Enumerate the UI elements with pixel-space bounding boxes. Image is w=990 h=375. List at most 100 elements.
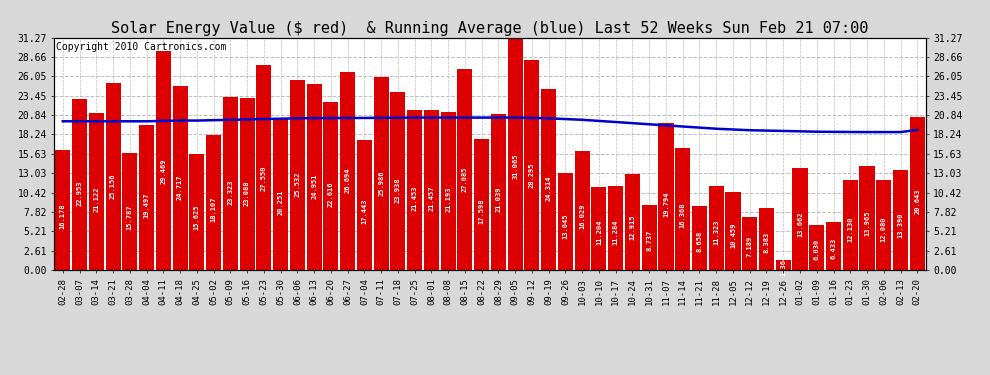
Bar — [441, 112, 455, 270]
Bar — [407, 111, 422, 270]
Bar — [390, 92, 406, 270]
Text: 21.193: 21.193 — [446, 186, 451, 212]
Bar — [658, 123, 673, 270]
Text: 10.459: 10.459 — [730, 222, 736, 248]
Text: 8.737: 8.737 — [646, 230, 652, 251]
Bar — [608, 186, 624, 270]
Text: 15.625: 15.625 — [194, 205, 200, 231]
Bar — [491, 114, 506, 270]
Text: 17.443: 17.443 — [361, 199, 367, 224]
Bar — [759, 208, 774, 270]
Bar — [726, 192, 741, 270]
Bar — [792, 168, 808, 270]
Bar — [709, 186, 724, 270]
Text: 16.029: 16.029 — [579, 204, 585, 229]
Bar — [542, 89, 556, 270]
Bar — [273, 119, 288, 270]
Text: 13.390: 13.390 — [898, 213, 904, 238]
Bar — [172, 86, 188, 270]
Text: 8.383: 8.383 — [763, 231, 769, 253]
Text: 21.457: 21.457 — [429, 186, 435, 211]
Text: 12.080: 12.080 — [881, 217, 887, 242]
Bar — [474, 139, 489, 270]
Title: Solar Energy Value ($ red)  & Running Average (blue) Last 52 Weeks Sun Feb 21 07: Solar Energy Value ($ red) & Running Ave… — [111, 21, 869, 36]
Text: 25.532: 25.532 — [294, 172, 300, 197]
Bar — [424, 111, 439, 270]
Bar — [809, 225, 825, 270]
Bar — [89, 113, 104, 270]
Text: Copyright 2010 Cartronics.com: Copyright 2010 Cartronics.com — [56, 42, 227, 52]
Text: 27.085: 27.085 — [462, 166, 468, 192]
Bar — [642, 205, 656, 270]
Bar — [373, 77, 389, 270]
Bar — [189, 154, 204, 270]
Text: 23.938: 23.938 — [395, 177, 401, 203]
Text: 20.251: 20.251 — [277, 189, 283, 215]
Bar — [625, 174, 640, 270]
Text: 22.953: 22.953 — [76, 180, 82, 206]
Bar — [675, 148, 690, 270]
Bar — [55, 150, 70, 270]
Bar — [692, 206, 707, 270]
Text: 21.453: 21.453 — [412, 186, 418, 211]
Text: 24.717: 24.717 — [177, 174, 183, 200]
Bar — [256, 65, 271, 270]
Bar — [123, 153, 138, 270]
Text: 13.045: 13.045 — [562, 214, 568, 239]
Text: 11.204: 11.204 — [596, 220, 602, 245]
Text: 20.643: 20.643 — [915, 188, 921, 214]
Bar — [106, 83, 121, 270]
Bar — [356, 140, 372, 270]
Text: 28.295: 28.295 — [529, 163, 535, 188]
Text: 29.469: 29.469 — [160, 159, 166, 184]
Bar — [893, 171, 908, 270]
Bar — [826, 222, 842, 270]
Bar — [223, 97, 238, 270]
Text: 22.616: 22.616 — [328, 182, 334, 207]
Text: 26.694: 26.694 — [345, 168, 350, 194]
Text: 12.915: 12.915 — [630, 214, 636, 240]
Text: 27.550: 27.550 — [261, 165, 267, 190]
Text: 13.662: 13.662 — [797, 211, 803, 237]
Text: 12.130: 12.130 — [847, 217, 853, 242]
Text: 13.965: 13.965 — [864, 210, 870, 236]
Text: 25.156: 25.156 — [110, 173, 116, 199]
Text: 15.787: 15.787 — [127, 204, 133, 230]
Bar — [240, 98, 254, 270]
Text: 23.323: 23.323 — [228, 179, 234, 205]
Bar — [139, 125, 154, 270]
Bar — [525, 60, 540, 270]
Text: 17.598: 17.598 — [479, 198, 485, 224]
Text: 21.039: 21.039 — [495, 187, 501, 212]
Text: 19.794: 19.794 — [663, 191, 669, 216]
Text: 23.088: 23.088 — [245, 180, 250, 206]
Text: 16.368: 16.368 — [680, 202, 686, 228]
Text: 8.658: 8.658 — [697, 230, 703, 252]
Bar — [591, 187, 607, 270]
Text: 25.986: 25.986 — [378, 170, 384, 196]
Text: 19.497: 19.497 — [144, 192, 149, 217]
Text: 24.951: 24.951 — [311, 174, 317, 199]
Bar — [574, 151, 590, 270]
Bar — [842, 180, 857, 270]
Bar — [457, 69, 472, 270]
Text: 1.364: 1.364 — [780, 255, 786, 276]
Bar — [155, 51, 171, 270]
Bar — [341, 72, 355, 270]
Text: 6.030: 6.030 — [814, 239, 820, 261]
Bar — [508, 39, 523, 270]
Text: 18.107: 18.107 — [211, 196, 217, 222]
Text: 21.122: 21.122 — [93, 187, 99, 212]
Bar — [72, 99, 87, 270]
Text: 6.433: 6.433 — [831, 238, 837, 259]
Text: 31.065: 31.065 — [512, 153, 518, 179]
Text: 11.323: 11.323 — [713, 219, 719, 245]
Text: 7.189: 7.189 — [746, 236, 752, 256]
Bar — [910, 117, 925, 270]
Text: 11.284: 11.284 — [613, 219, 619, 245]
Bar — [324, 102, 339, 270]
Text: 16.178: 16.178 — [59, 203, 65, 229]
Bar — [776, 260, 791, 270]
Bar — [558, 173, 573, 270]
Bar — [859, 166, 874, 270]
